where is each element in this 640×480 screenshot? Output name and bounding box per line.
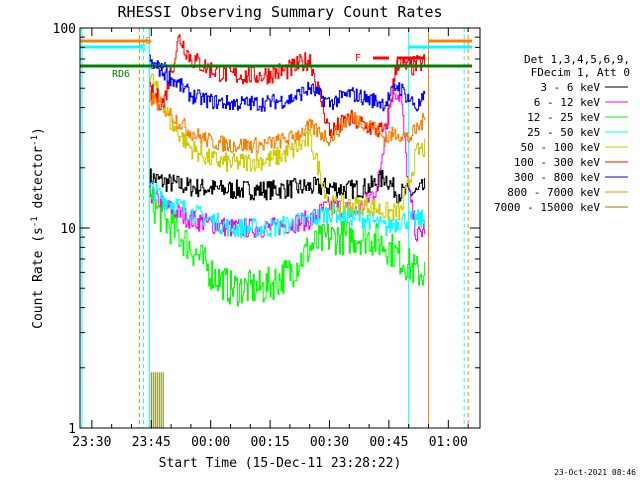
y-tick-label-3: 100 — [53, 22, 76, 37]
flag-label-s: S — [145, 36, 151, 47]
series-300-800-kev — [149, 54, 426, 112]
flag-label-saa: SAA — [150, 61, 168, 72]
y-axis-label: Count Rate (s-1 detector-1) — [30, 127, 46, 329]
y-axis: 1 10 100 — [53, 22, 480, 437]
x-tick-label-6: 00:45 — [369, 435, 408, 450]
y-tick-label-2: 10 — [60, 222, 76, 237]
x-tick-label-1: 23:30 — [72, 435, 111, 450]
plot-area: SN F RD6 SAA — [80, 28, 473, 428]
series-12-25-kev — [149, 186, 426, 307]
x-tick-label-7: 01:00 — [429, 435, 468, 450]
legend-header-1: Det 1,3,4,5,6,9, — [524, 53, 630, 66]
series-25-50-kev — [149, 182, 426, 239]
chart-title: RHESSI Observing Summary Count Rates — [117, 3, 442, 21]
series-800-7000-kev — [149, 90, 426, 154]
series-3-6-kev — [149, 168, 426, 204]
x-axis-label: Start Time (15-Dec-11 23:28:22) — [159, 456, 402, 471]
x-tick-label-3: 00:00 — [191, 435, 230, 450]
flag-label-n: N — [140, 43, 146, 54]
x-tick-label-2: 23:45 — [132, 435, 171, 450]
legend-label-2: 6 - 12 keV — [534, 96, 601, 109]
flag-label-rd6: RD6 — [112, 69, 130, 80]
series-100-300-kev — [149, 34, 426, 139]
x-axis: 23:30 23:45 00:00 00:15 00:30 00:45 01:00 — [72, 28, 469, 450]
x-tick-label-5: 00:30 — [310, 435, 349, 450]
flag-label-f: F — [355, 53, 361, 64]
legend-header-2: FDecim 1, Att 0 — [531, 66, 630, 79]
footer-timestamp: 23-Oct-2021 08:46 — [554, 468, 636, 477]
legend-label-5: 50 - 100 keV — [521, 141, 601, 154]
legend-label-7: 300 - 800 keV — [514, 171, 600, 184]
series-50-100-kev — [149, 73, 426, 221]
legend-label-1: 3 - 6 keV — [540, 81, 600, 94]
x-tick-label-4: 00:15 — [251, 435, 290, 450]
legend: Det 1,3,4,5,6,9,FDecim 1, Att 0 3 - 6 keV… — [494, 53, 630, 214]
legend-label-9: 7000 - 15000 keV — [494, 201, 600, 214]
legend-label-6: 100 - 300 keV — [514, 156, 600, 169]
series-7000-15000-kev — [150, 372, 164, 428]
legend-label-8: 800 - 7000 keV — [507, 186, 600, 199]
legend-label-3: 12 - 25 keV — [527, 111, 600, 124]
y-tick-label-1: 1 — [68, 422, 76, 437]
legend-label-4: 25 - 50 keV — [527, 126, 600, 139]
